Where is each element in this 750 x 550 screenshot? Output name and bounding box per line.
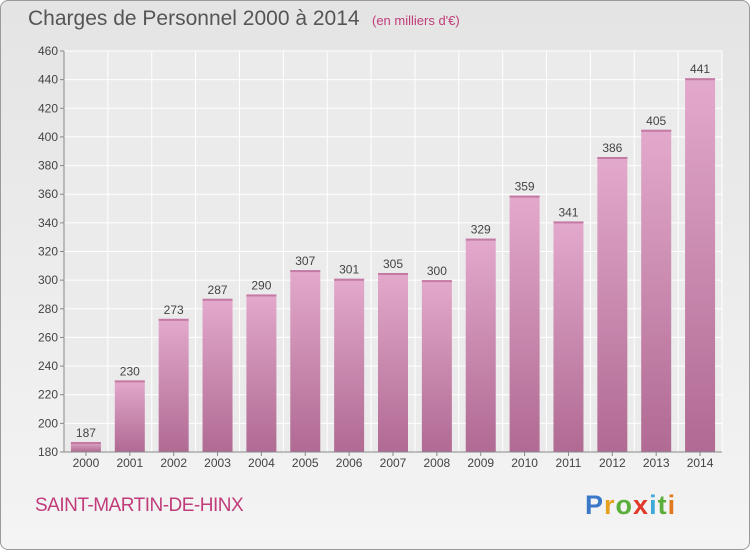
commune-name: SAINT-MARTIN-DE-HINX [35,495,244,516]
bar-top-edge [421,280,452,283]
x-tick-label: 2004 [248,456,275,470]
x-tick-label: 2008 [424,456,451,470]
data-label: 273 [164,303,184,317]
y-tick-label: 320 [38,245,58,259]
bar [158,318,189,452]
unit-note: (en milliers d'€) [372,13,460,28]
y-tick-label: 380 [38,159,58,173]
y-tick-label: 440 [38,73,58,87]
bar [597,156,628,452]
x-tick-label: 2009 [467,456,494,470]
data-label: 290 [251,278,271,292]
bar [685,78,716,452]
data-label: 230 [120,364,140,378]
bar-top-edge [158,318,189,321]
x-tick-label: 2007 [380,456,407,470]
data-label: 305 [383,257,403,271]
bar-top-edge [465,238,496,241]
logo-letter: P [585,490,605,520]
bar-top-edge [290,270,321,273]
bar [202,298,233,452]
logo-letter: r [604,490,616,520]
logo-letter: o [615,490,634,520]
y-tick-label: 460 [38,44,58,58]
data-label: 441 [690,62,710,76]
x-tick-label: 2005 [292,456,319,470]
bar-top-edge [114,380,145,383]
logo-letter: t [657,490,668,520]
bar [114,380,145,452]
y-tick-label: 260 [38,330,58,344]
x-tick-label: 2013 [643,456,670,470]
bar [246,294,277,452]
data-label: 307 [295,254,315,268]
x-tick-label: 2002 [160,456,187,470]
y-tick-label: 340 [38,216,58,230]
bar [641,129,672,452]
bar-top-edge [553,221,584,224]
y-tick-label: 280 [38,302,58,316]
bar-top-edge [246,294,277,297]
data-label: 405 [646,114,666,128]
y-tick-label: 300 [38,273,58,287]
data-label: 187 [76,426,96,440]
x-tick-label: 2006 [336,456,363,470]
data-label: 359 [515,180,535,194]
x-tick-label: 2003 [204,456,231,470]
x-tick-label: 2012 [599,456,626,470]
y-tick-label: 420 [38,101,58,115]
data-label: 341 [558,205,578,219]
bar [70,441,101,452]
x-tick-label: 2014 [687,456,714,470]
bar-top-edge [202,298,233,301]
bar-top-edge [685,78,716,81]
bar-top-edge [597,156,628,159]
x-tick-label: 2001 [116,456,143,470]
bar [553,221,584,452]
data-label: 300 [427,264,447,278]
y-tick-label: 200 [38,416,58,430]
bar-top-edge [378,272,408,275]
proxiti-logo: Proxiti [585,490,676,521]
logo-letter: x [633,490,650,520]
y-tick-label: 400 [38,130,58,144]
bar-top-edge [334,278,365,281]
bar [421,280,452,452]
x-tick-label: 2000 [73,456,100,470]
axes: 180 200 220 240 260 280 300 320 340 360 380 400 420 4… [38,44,722,470]
bar-top-edge [509,195,540,198]
bar [509,195,540,452]
bar-top-edge [641,129,672,132]
y-tick-label: 180 [38,445,58,459]
y-tick-label: 360 [38,187,58,201]
y-tick-label: 220 [38,388,58,402]
data-label: 329 [471,223,491,237]
chart-title: Charges de Personnel 2000 à 2014 [28,7,360,30]
data-label: 301 [339,263,359,277]
logo-letter: i [649,490,658,520]
bars: 187 230 273 287 290 307 301 305 300 329 359 341 386 4… [70,62,716,452]
y-tick-label: 240 [38,359,58,373]
data-label: 386 [602,141,622,155]
x-tick-label: 2011 [556,456,582,470]
bar [334,278,365,452]
data-label: 287 [208,283,228,297]
bar [290,270,321,452]
bar [465,238,496,452]
logo-letter: i [667,490,677,520]
bar-top-edge [70,441,101,444]
x-tick-label: 2010 [511,456,538,470]
bar [378,272,408,452]
